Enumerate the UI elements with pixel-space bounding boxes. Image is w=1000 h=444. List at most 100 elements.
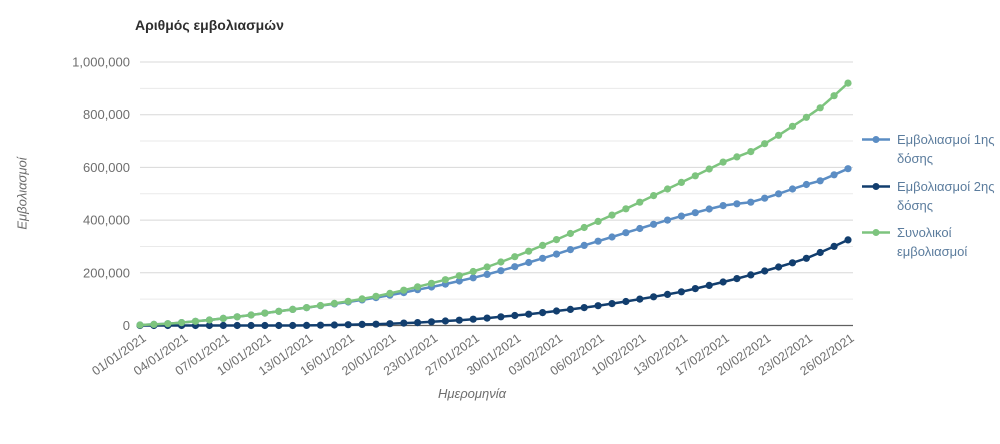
data-point <box>414 283 422 291</box>
data-point <box>539 241 547 249</box>
data-point <box>594 217 602 225</box>
data-point <box>761 267 769 275</box>
data-point <box>344 297 352 305</box>
data-point <box>691 285 699 293</box>
legend-item-label: Συνολικοί εμβολιασμοί <box>897 225 968 260</box>
data-point <box>650 192 658 200</box>
data-point <box>539 254 547 262</box>
data-point <box>830 242 838 250</box>
data-point <box>663 185 672 193</box>
data-point <box>261 321 269 330</box>
data-point <box>622 229 630 237</box>
data-point <box>747 148 755 156</box>
data-point <box>441 276 449 284</box>
data-point <box>594 237 602 245</box>
data-point <box>427 279 436 287</box>
data-point <box>719 158 727 166</box>
data-point <box>219 321 227 330</box>
y-axis-tick-label: 400,000 <box>83 213 130 228</box>
data-point <box>358 320 366 328</box>
data-point <box>525 247 533 255</box>
data-point <box>247 321 255 330</box>
data-point <box>636 295 644 303</box>
data-point <box>552 307 561 315</box>
series-total <box>136 79 852 329</box>
data-point <box>344 321 352 329</box>
data-point <box>677 212 686 220</box>
data-point <box>830 171 838 179</box>
series-marker-icon <box>862 182 890 190</box>
data-point <box>261 309 269 317</box>
data-point <box>455 277 463 285</box>
series-marker-icon <box>862 136 890 143</box>
y-axis-tick-label: 1,000,000 <box>72 55 130 70</box>
data-point <box>636 198 644 206</box>
data-point <box>386 320 394 328</box>
data-point <box>677 288 686 296</box>
data-point <box>663 216 672 224</box>
legend-item-label: Εμβολιασμοί 2ης δόσης <box>897 178 995 213</box>
data-point <box>608 233 616 241</box>
data-point <box>483 263 491 271</box>
legend-item-second-dose[interactable]: Εμβολιασμοί 2ης δόσης <box>861 178 997 216</box>
data-point <box>802 254 811 262</box>
data-point <box>469 315 477 323</box>
data-point <box>788 259 797 267</box>
data-point <box>580 223 588 232</box>
data-point <box>788 185 797 193</box>
data-point <box>566 305 575 313</box>
data-point <box>705 281 713 289</box>
data-point <box>289 321 297 330</box>
series-line <box>139 82 849 327</box>
data-point <box>525 310 533 318</box>
data-point <box>427 318 436 326</box>
data-point <box>483 314 491 322</box>
chart-legend: Εμβολιασμοί 1ης δόσης Εμβολιασμοί 2ης δόσ… <box>861 131 997 262</box>
data-point <box>511 311 519 320</box>
data-point <box>330 321 338 329</box>
data-point <box>178 319 186 327</box>
data-point <box>303 304 311 312</box>
series-second-dose <box>136 236 852 330</box>
data-point <box>539 309 547 317</box>
data-point <box>650 220 658 228</box>
data-point <box>816 177 824 185</box>
data-point <box>316 301 325 310</box>
data-point <box>289 305 297 313</box>
y-axis-title: Εμβολιασμοί <box>14 157 30 230</box>
legend-item-label: Εμβολιασμοί 1ης δόσης <box>897 132 995 166</box>
data-point <box>164 320 172 328</box>
data-point <box>358 295 366 303</box>
data-point <box>219 314 227 322</box>
data-point <box>608 211 616 219</box>
series-marker-icon <box>862 229 890 237</box>
data-point <box>761 140 769 148</box>
data-point <box>469 274 477 282</box>
x-axis-title: Ημερομηνία <box>437 386 507 401</box>
data-point <box>205 321 213 330</box>
data-point <box>316 321 325 329</box>
legend-item-total[interactable]: Συνολικοί εμβολιασμοί <box>861 224 997 262</box>
data-point <box>788 122 797 130</box>
data-point <box>733 200 741 208</box>
data-point <box>594 302 602 310</box>
data-point <box>830 92 838 100</box>
data-point <box>455 316 463 324</box>
data-point <box>400 319 408 327</box>
data-point <box>372 292 380 300</box>
chart-title: Αριθμός εμβολιασμών <box>135 17 284 33</box>
data-point <box>677 178 686 186</box>
data-point <box>303 321 311 329</box>
data-point <box>469 267 477 276</box>
legend-item-first-dose[interactable]: Εμβολιασμοί 1ης δόσης <box>861 131 997 169</box>
data-point <box>497 258 505 266</box>
data-point <box>150 320 158 328</box>
data-point <box>816 104 824 112</box>
data-point <box>455 272 463 280</box>
data-point <box>580 241 588 249</box>
data-point <box>691 209 699 217</box>
data-point <box>511 253 519 261</box>
data-point <box>775 131 783 139</box>
